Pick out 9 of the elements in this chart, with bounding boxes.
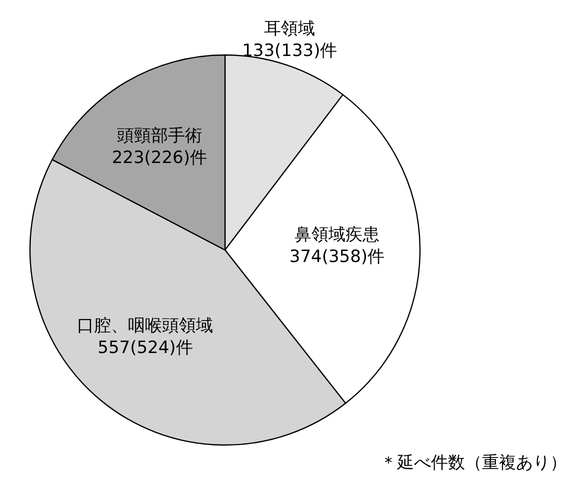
slice-label: 頭頸部手術 — [116, 126, 202, 146]
text: ＊延べ件数（重複あり） — [380, 452, 567, 474]
data-label: 133(133)件 — [242, 41, 338, 62]
data-label: 223(226)件 — [112, 148, 207, 168]
slice-label: 口腔、咽喉頭領域 — [77, 316, 214, 336]
slice-label: 鼻領域疾患 — [294, 225, 380, 245]
slice-label: 耳領域 — [264, 19, 316, 40]
data-label: 374(358)件 — [289, 247, 385, 267]
data-label: 557(524)件 — [98, 338, 193, 358]
